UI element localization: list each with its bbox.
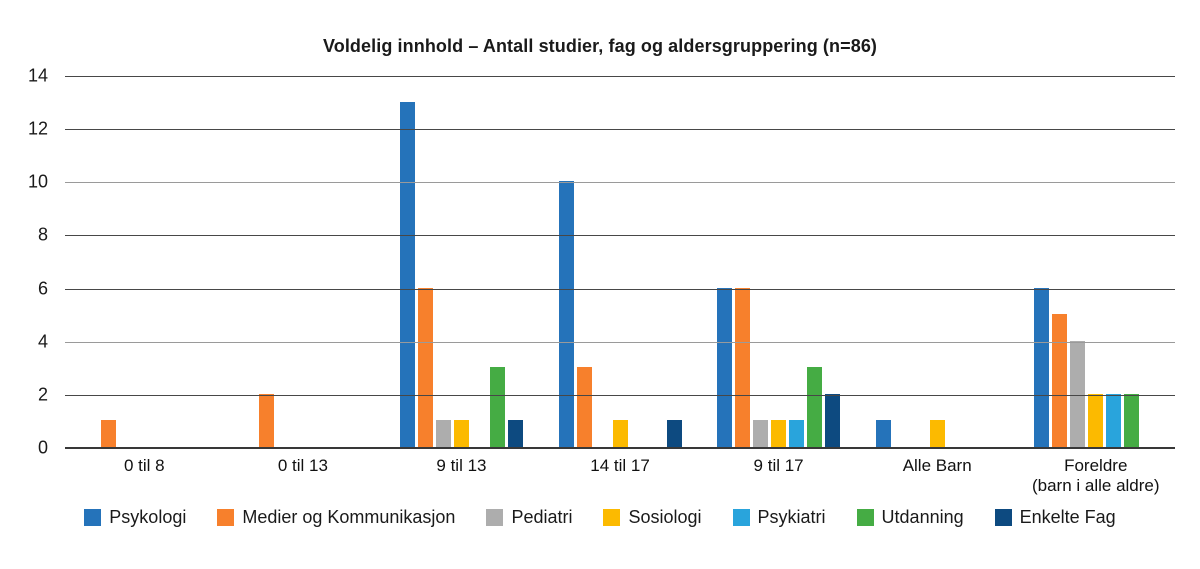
x-tick-label-6: Foreldre (barn i alle aldre) <box>1031 456 1160 496</box>
legend-swatch-icon <box>84 509 102 526</box>
legend-label: Pediatri <box>511 507 573 527</box>
legend-item-pediatri: Pediatri <box>486 507 572 528</box>
legend-swatch-icon <box>217 509 235 526</box>
x-tick-label-4: 9 til 17 <box>753 456 804 475</box>
legend-label: Enkelte Fag <box>1019 507 1116 527</box>
bar-sosiologi-2 <box>453 420 469 447</box>
y-tick-label-6: 6 <box>37 278 48 299</box>
plot-area <box>65 76 1175 449</box>
gridline-2 <box>65 394 1175 396</box>
legend-item-medier-og-kommunikasjon: Medier og Kommunikasjon <box>217 507 455 528</box>
bar-group-4 <box>699 77 858 447</box>
legend-item-enkelte-fag: Enkelte Fag <box>994 507 1116 528</box>
bar-utdanning-2 <box>489 367 505 447</box>
x-tick-label-3: 14 til 17 <box>590 456 650 475</box>
bar-medier-og-kommunikasjon-1 <box>259 393 275 447</box>
bar-groups <box>65 77 1175 447</box>
legend-label: Sosiologi <box>628 507 702 527</box>
x-tick-label-1: 0 til 13 <box>277 456 328 475</box>
chart-title: Voldelig innhold – Antall studier, fag o… <box>322 36 878 56</box>
bar-psykologi-4 <box>717 287 733 447</box>
x-tick-label-0: 0 til 8 <box>123 456 165 475</box>
y-tick-label-8: 8 <box>37 224 48 245</box>
gridline-8 <box>65 235 1175 237</box>
legend-item-sosiologi: Sosiologi <box>603 507 702 528</box>
bar-sosiologi-5 <box>929 420 945 447</box>
bar-enkelte-fag-3 <box>666 420 682 447</box>
legend-item-psykologi: Psykologi <box>84 507 186 528</box>
bar-psykiatri-6 <box>1106 393 1122 447</box>
gridline-12 <box>65 129 1175 131</box>
bar-group-2 <box>382 77 541 447</box>
x-tick-label-5: Alle Barn <box>902 456 972 475</box>
legend-label: Medier og Kommunikasjon <box>242 507 456 527</box>
y-tick-label-10: 10 <box>27 171 48 192</box>
bar-medier-og-kommunikasjon-2 <box>417 287 433 447</box>
y-tick-label-12: 12 <box>27 118 48 139</box>
gridline-14 <box>65 76 1175 77</box>
legend-swatch-icon <box>994 509 1012 526</box>
bar-enkelte-fag-4 <box>825 393 841 447</box>
y-tick-label-0: 0 <box>37 437 48 458</box>
bar-group-1 <box>224 77 383 447</box>
legend-item-utdanning: Utdanning <box>856 507 964 528</box>
bar-utdanning-4 <box>807 367 823 447</box>
y-tick-label-4: 4 <box>37 331 48 352</box>
x-tick-label-2: 9 til 13 <box>436 456 487 475</box>
bar-utdanning-6 <box>1124 393 1140 447</box>
legend-swatch-icon <box>486 509 504 526</box>
gridline-10 <box>65 182 1175 184</box>
bar-psykologi-3 <box>558 181 574 447</box>
bar-psykologi-6 <box>1034 287 1050 447</box>
legend-swatch-icon <box>856 509 874 526</box>
bar-pediatri-2 <box>435 420 451 447</box>
y-tick-label-2: 2 <box>37 384 48 405</box>
bar-medier-og-kommunikasjon-3 <box>576 367 592 447</box>
legend-label: Psykiatri <box>757 507 826 527</box>
legend-item-psykiatri: Psykiatri <box>732 507 826 528</box>
legend: Psykologi Medier og Kommunikasjon Pediatri… <box>0 507 1200 528</box>
bar-sosiologi-4 <box>771 420 787 447</box>
bar-group-5 <box>858 77 1017 447</box>
bar-enkelte-fag-2 <box>507 420 523 447</box>
legend-swatch-icon <box>732 509 750 526</box>
bar-pediatri-4 <box>753 420 769 447</box>
gridline-6 <box>65 288 1175 290</box>
legend-label: Psykologi <box>109 507 187 527</box>
y-tick-label-14: 14 <box>27 65 48 86</box>
bar-sosiologi-6 <box>1088 393 1104 447</box>
bar-group-3 <box>541 77 700 447</box>
bar-psykiatri-4 <box>789 420 805 447</box>
y-axis: 0 2 4 6 8 10 12 14 <box>0 65 60 457</box>
bar-sosiologi-3 <box>612 420 628 447</box>
bar-psykologi-5 <box>875 420 891 447</box>
bar-medier-og-kommunikasjon-4 <box>735 287 751 447</box>
bar-group-6 <box>1016 77 1175 447</box>
bar-group-0 <box>65 77 224 447</box>
bar-pediatri-6 <box>1070 340 1086 447</box>
bar-medier-og-kommunikasjon-6 <box>1052 314 1068 447</box>
x-axis-labels: 0 til 8 0 til 13 9 til 13 14 til 17 9 til 17… <box>65 456 1175 496</box>
bar-psykologi-2 <box>399 101 415 447</box>
bar-medier-og-kommunikasjon-0 <box>100 420 116 447</box>
legend-swatch-icon <box>603 509 621 526</box>
gridline-4 <box>65 341 1175 343</box>
legend-label: Utdanning <box>881 507 964 527</box>
